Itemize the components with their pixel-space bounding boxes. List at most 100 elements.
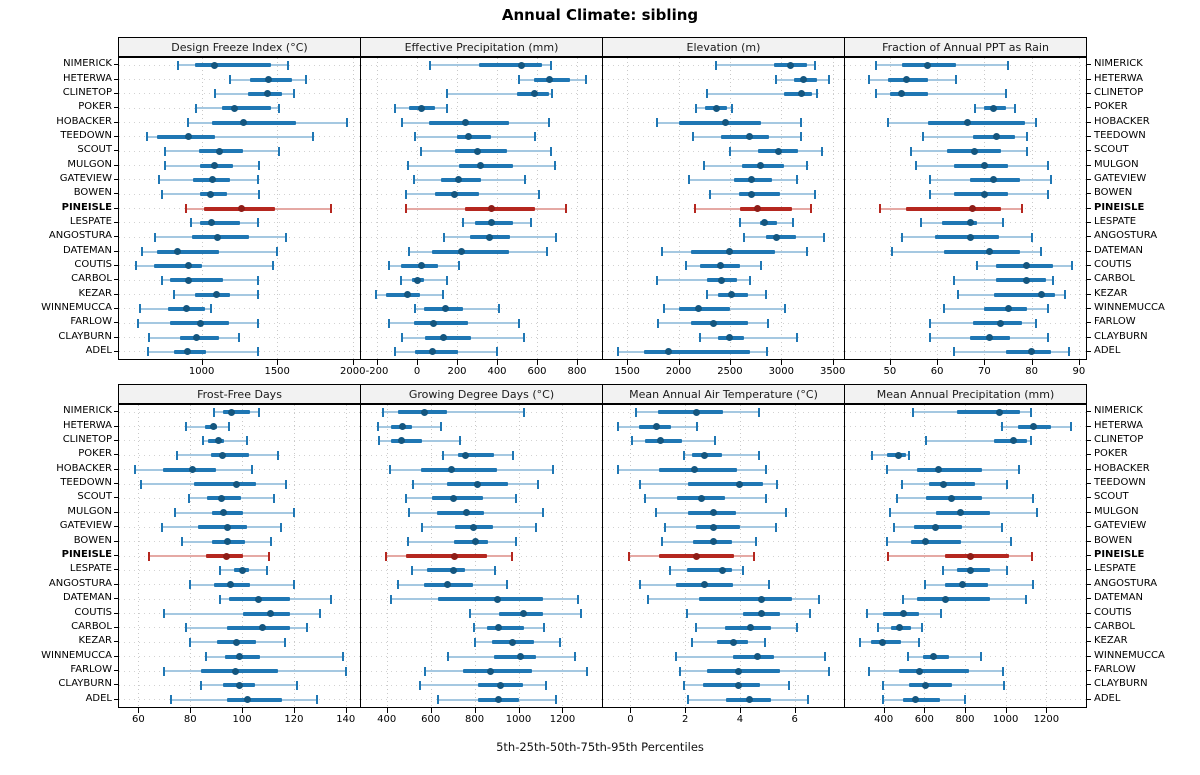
row-tick-left bbox=[114, 555, 118, 556]
row-tick-left bbox=[114, 78, 118, 80]
median-dot bbox=[239, 119, 247, 126]
median-dot bbox=[710, 509, 718, 517]
station-label-right: POKER bbox=[1094, 448, 1128, 460]
interquartile-bar bbox=[972, 321, 1023, 326]
whisker-cap-p5 bbox=[160, 275, 163, 285]
whisker-cap-p5 bbox=[1000, 422, 1003, 432]
interquartile-bar bbox=[698, 597, 792, 602]
median-dot bbox=[754, 205, 762, 212]
row-tick-left bbox=[114, 193, 118, 195]
median-dot bbox=[915, 667, 923, 675]
station-label-right: KEZAR bbox=[1094, 287, 1128, 299]
gridline-row bbox=[361, 265, 602, 267]
whisker-cap-p95 bbox=[765, 347, 768, 357]
median-dot bbox=[183, 348, 191, 356]
axis-tick-label: 60 bbox=[930, 366, 944, 377]
gridline-row bbox=[361, 294, 602, 295]
whisker-cap-p95 bbox=[1031, 551, 1034, 561]
median-dot bbox=[530, 90, 538, 98]
median-dot bbox=[921, 538, 929, 546]
whisker-cap-p5 bbox=[901, 594, 904, 604]
whisker-cap-p95 bbox=[551, 89, 553, 99]
axis-tick-label: -200 bbox=[365, 366, 389, 377]
row-tick-left bbox=[114, 64, 118, 66]
whisker-cap-p5 bbox=[163, 146, 166, 156]
whisker-cap-p95 bbox=[696, 422, 699, 432]
interquartile-bar bbox=[432, 249, 509, 254]
interquartile-bar bbox=[686, 568, 732, 573]
percentiles-caption: 5th-25th-50th-75th-95th Percentiles bbox=[496, 740, 704, 754]
axis-tick bbox=[417, 360, 418, 365]
interquartile-bar bbox=[226, 697, 283, 702]
median-dot bbox=[496, 681, 504, 689]
whisker-cap-p5 bbox=[405, 204, 407, 213]
median-dot bbox=[236, 681, 243, 689]
median-dot bbox=[487, 219, 495, 227]
whisker-cap-p95 bbox=[318, 609, 321, 619]
whisker-cap-p95 bbox=[1001, 666, 1004, 676]
interquartile-bar bbox=[917, 467, 983, 472]
whisker-cap-p5 bbox=[173, 290, 176, 299]
axis-tick bbox=[781, 360, 783, 365]
median-dot bbox=[895, 451, 903, 459]
whisker-cap-p95 bbox=[764, 465, 767, 475]
whisker-cap-p5 bbox=[147, 551, 150, 561]
station-label-right: ANGOSTURA bbox=[1094, 577, 1158, 589]
whisker-cap-p95 bbox=[827, 666, 830, 676]
whisker-cap-p95 bbox=[823, 652, 826, 662]
whisker-cap-p95 bbox=[1047, 189, 1050, 199]
interquartile-bar bbox=[415, 349, 458, 354]
median-dot bbox=[929, 653, 937, 661]
station-label-right: PINEISLE bbox=[1094, 549, 1145, 560]
gridline-row bbox=[603, 79, 844, 80]
whisker-cap-p5 bbox=[147, 333, 150, 342]
whisker-cap-p5 bbox=[630, 436, 633, 446]
whisker-cap-p5 bbox=[925, 436, 928, 446]
gridline-row bbox=[361, 426, 602, 428]
row-tick-right bbox=[1087, 540, 1091, 542]
station-label-left: GATEVIEW bbox=[59, 520, 112, 532]
station-label-left: COUTIS bbox=[74, 606, 112, 618]
median-dot bbox=[966, 566, 974, 574]
whisker-cap-p95 bbox=[257, 407, 260, 417]
whisker-cap-p95 bbox=[1014, 103, 1017, 113]
whisker-cap-p5 bbox=[661, 247, 664, 256]
whisker-cap-p95 bbox=[284, 232, 287, 242]
whisker-cap-p95 bbox=[256, 175, 259, 185]
whisker-cap-p5 bbox=[147, 347, 149, 357]
row-tick-right bbox=[1087, 598, 1091, 600]
whisker-cap-p95 bbox=[523, 407, 525, 417]
whisker-cap-p95 bbox=[1025, 594, 1027, 604]
interquartile-bar bbox=[927, 120, 1025, 125]
station-label-right: COUTIS bbox=[1094, 258, 1132, 270]
median-dot bbox=[417, 262, 425, 270]
gridline-row bbox=[845, 107, 1086, 109]
median-dot bbox=[959, 581, 967, 589]
whisker-cap-p5 bbox=[212, 407, 215, 417]
median-dot bbox=[464, 133, 472, 141]
whisker-range-line bbox=[383, 411, 524, 414]
whisker-cap-p95 bbox=[330, 594, 333, 604]
panel-plot bbox=[844, 57, 1087, 360]
interquartile-bar bbox=[909, 683, 952, 688]
whisker-cap-p5 bbox=[437, 695, 440, 705]
whisker-cap-p5 bbox=[743, 232, 746, 242]
whisker-cap-p5 bbox=[919, 218, 922, 228]
median-dot bbox=[957, 509, 965, 517]
whisker-cap-p5 bbox=[881, 695, 884, 705]
whisker-cap-p95 bbox=[980, 652, 983, 662]
row-tick-right bbox=[1087, 698, 1091, 700]
row-tick-right bbox=[1087, 612, 1091, 614]
whisker-cap-p95 bbox=[459, 436, 462, 446]
interquartile-bar bbox=[898, 669, 970, 674]
median-dot bbox=[800, 76, 808, 83]
station-label-right: ADEL bbox=[1094, 692, 1121, 704]
whisker-cap-p95 bbox=[305, 623, 308, 633]
whisker-cap-p5 bbox=[638, 580, 641, 590]
median-dot bbox=[700, 451, 708, 459]
interquartile-bar bbox=[906, 206, 1001, 211]
whisker-cap-p95 bbox=[763, 637, 766, 647]
station-label-left: CLAYBURN bbox=[58, 330, 112, 342]
axis-tick-label: 400 bbox=[377, 714, 397, 725]
median-dot bbox=[657, 437, 664, 445]
